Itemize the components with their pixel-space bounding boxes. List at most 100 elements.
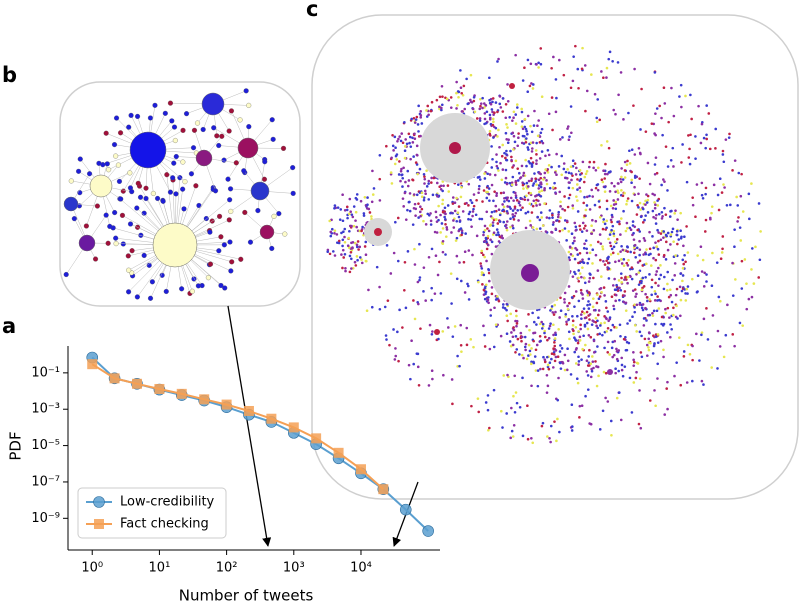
network-node (400, 173, 403, 177)
network-node (431, 377, 434, 381)
network-node (496, 60, 499, 63)
network-node (501, 236, 505, 240)
network-node (554, 110, 558, 114)
network-node (620, 258, 623, 261)
network-node (653, 299, 657, 302)
network-node (403, 191, 407, 195)
network-node (685, 180, 689, 184)
network-node (399, 139, 403, 143)
network-node (525, 194, 528, 198)
network-node (113, 153, 119, 159)
network-node (537, 316, 540, 320)
network-node (620, 356, 624, 360)
network-node (503, 307, 507, 310)
network-node (403, 145, 407, 148)
network-node (541, 367, 545, 371)
network-node (408, 209, 412, 213)
data-point (399, 503, 412, 516)
network-node (583, 214, 586, 217)
network-node (446, 184, 450, 187)
network-node (614, 202, 618, 206)
network-node (526, 146, 530, 149)
network-node (440, 106, 443, 110)
network-node (149, 279, 155, 285)
network-hub (201, 92, 225, 116)
network-node (675, 361, 678, 364)
network-node (757, 202, 761, 205)
network-node (679, 211, 682, 215)
network-node (518, 353, 521, 356)
network-node (497, 128, 500, 132)
network-node (513, 374, 517, 378)
network-node (336, 206, 340, 209)
network-node (549, 440, 552, 444)
network-node (691, 277, 694, 281)
network-node (595, 324, 598, 328)
network-node (690, 117, 693, 121)
network-node (614, 288, 618, 292)
network-node (455, 196, 458, 200)
network-node (430, 247, 434, 251)
network-node (561, 228, 564, 232)
network-node (640, 355, 644, 359)
network-node (659, 273, 663, 277)
network-node (605, 306, 608, 310)
network-node (342, 230, 345, 234)
x-tick-label: 10² (216, 561, 238, 576)
network-node (745, 307, 749, 311)
network-node (514, 122, 518, 125)
network-node (462, 84, 466, 88)
network-node (589, 362, 593, 366)
y-tick-label: 10⁻⁹ (31, 511, 60, 526)
network-node (453, 201, 457, 204)
network-node (741, 210, 745, 213)
network-node (167, 189, 173, 195)
network-node (598, 332, 602, 336)
network-node (620, 175, 623, 179)
network-node (526, 198, 530, 202)
network-node (435, 215, 438, 219)
network-node (218, 282, 224, 289)
network-node (514, 113, 518, 116)
network-node (575, 377, 579, 381)
network-node (555, 173, 558, 177)
network-hub (63, 196, 79, 212)
network-node (731, 261, 734, 265)
network-node (625, 261, 629, 265)
network-node (437, 218, 440, 222)
network-node (475, 234, 479, 238)
network-node (606, 350, 610, 354)
network-node (635, 246, 639, 250)
network-node (435, 231, 439, 234)
network-node (567, 250, 571, 254)
network-node (514, 179, 518, 183)
network-node (576, 381, 580, 385)
network-node (603, 222, 607, 226)
network-node (700, 379, 704, 383)
network-node (419, 114, 423, 117)
network-node (705, 137, 708, 141)
network-node (350, 213, 354, 216)
network-node (702, 317, 706, 321)
network-node (163, 288, 169, 295)
network-node (702, 285, 706, 288)
network-node (601, 227, 605, 231)
network-node (575, 166, 578, 170)
network-node (406, 208, 409, 212)
network-node (474, 213, 478, 217)
network-node (598, 233, 602, 236)
network-node (530, 130, 534, 134)
network-node (530, 211, 534, 214)
network-node (467, 212, 471, 216)
network-node (654, 217, 658, 220)
network-node (555, 96, 558, 100)
network-node (516, 144, 519, 148)
network-node (529, 124, 532, 128)
network-node (415, 115, 419, 119)
network-node (479, 264, 483, 268)
network-node (227, 197, 233, 203)
network-node (523, 117, 527, 121)
network-node (637, 192, 640, 196)
network-node (655, 245, 659, 248)
network-node (574, 225, 578, 229)
